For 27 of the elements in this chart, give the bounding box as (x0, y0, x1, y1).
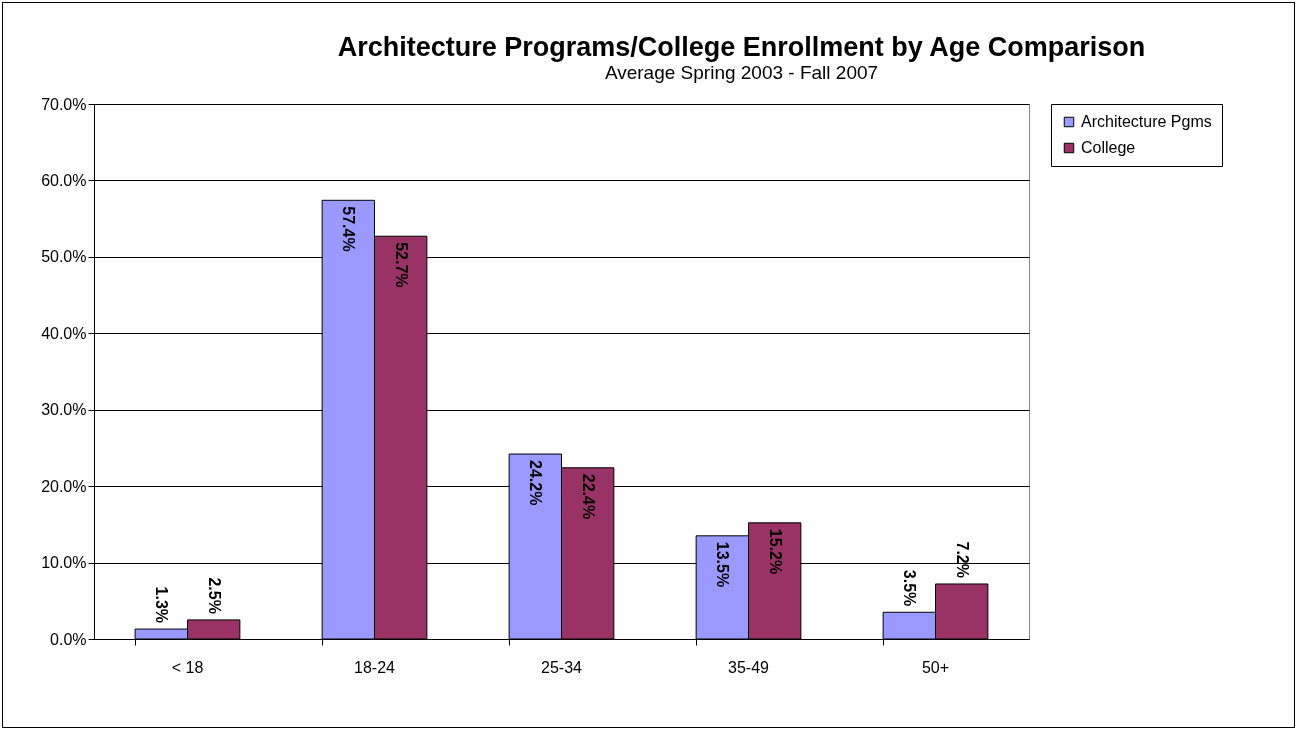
data-label: 3.5% (901, 569, 919, 607)
y-tick-label: 70.0% (41, 95, 87, 113)
data-label: 15.2% (766, 528, 784, 575)
y-tick-label: 50.0% (41, 248, 87, 266)
data-label: 7.2% (953, 541, 971, 578)
y-tick-label: 20.0% (41, 477, 87, 495)
y-tick-label: 10.0% (41, 554, 87, 572)
x-tick-label: 35-49 (728, 658, 770, 676)
x-tick-label: < 18 (171, 658, 204, 676)
x-tick-label: 50+ (921, 658, 950, 676)
x-tick-label: 18-24 (354, 658, 396, 676)
y-tick-label: 40.0% (41, 324, 87, 342)
chart-subtitle: Average Spring 2003 - Fall 2007 (604, 62, 879, 83)
data-label: 13.5% (714, 541, 732, 588)
legend-label: College (1081, 139, 1136, 156)
data-label: 22.4% (579, 473, 597, 520)
data-label: 1.3% (153, 586, 171, 624)
chart-title: Architecture Programs/College Enrollment by Age Comparison (337, 32, 1146, 62)
data-label: 24.2% (527, 460, 545, 506)
data-label: 2.5% (205, 577, 223, 614)
legend-label: Architecture Pgms (1081, 113, 1212, 130)
x-tick-label: 25-34 (541, 658, 583, 676)
y-tick-label: 0.0% (50, 630, 87, 648)
data-label: 52.7% (392, 242, 410, 288)
data-label: 57.4% (340, 206, 358, 252)
y-tick-label: 60.0% (41, 171, 87, 189)
y-tick-label: 30.0% (41, 401, 87, 419)
